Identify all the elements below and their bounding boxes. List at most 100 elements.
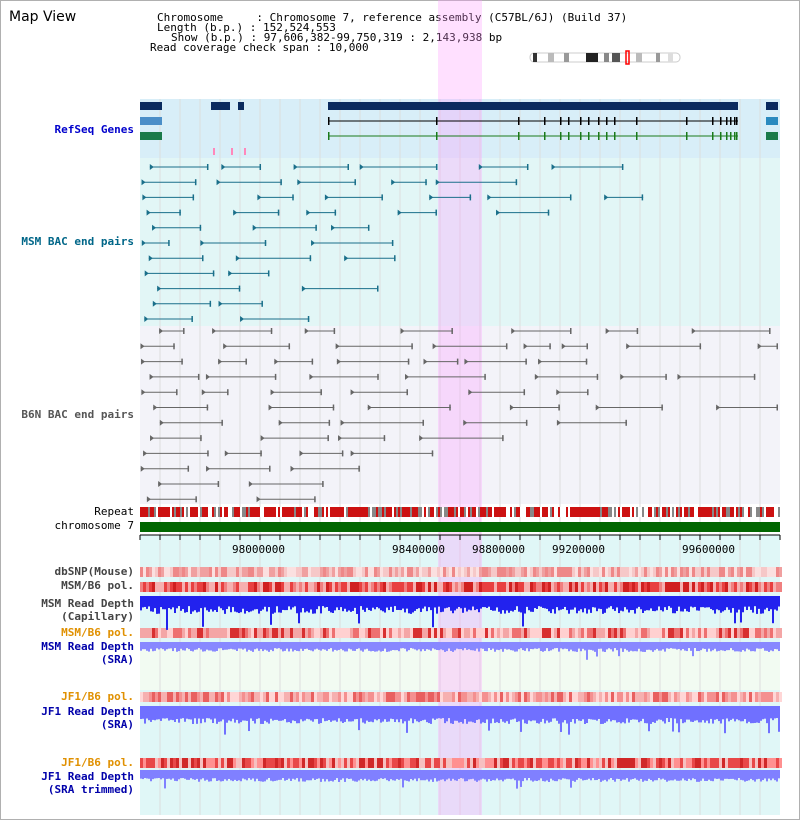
msm-depth-capillary-bar bbox=[712, 596, 714, 611]
msm-b6-pol-cell bbox=[695, 582, 698, 592]
label-msm-bac[interactable]: MSM BAC end pairs bbox=[21, 235, 134, 248]
jf1-depth-sra-bar bbox=[202, 706, 204, 719]
jf1-depth-trimmed-bar bbox=[216, 770, 218, 781]
msm-depth-capillary-bar bbox=[454, 596, 456, 611]
msm-depth-capillary-bar bbox=[248, 596, 250, 613]
msm-depth-capillary-bar bbox=[318, 596, 320, 607]
repeat-segment bbox=[752, 507, 754, 517]
bac-end-marker bbox=[350, 450, 355, 457]
jf1-b6-pol-cell bbox=[143, 692, 146, 702]
msm-depth-sra-bar bbox=[378, 642, 380, 651]
msm-b6-pol-2-cell bbox=[239, 628, 242, 638]
msm-depth-sra-bar bbox=[768, 642, 770, 652]
msm-depth-sra-bar bbox=[376, 642, 378, 652]
jf1-depth-sra-bar bbox=[656, 706, 658, 721]
bac-end-marker bbox=[347, 164, 349, 170]
label-msm-depth-sra-1: MSM Read Depth bbox=[41, 640, 134, 653]
msm-depth-capillary-bar bbox=[302, 596, 304, 609]
msm-depth-sra-bar bbox=[168, 642, 170, 649]
dbsnp-cell bbox=[227, 567, 230, 577]
jf1-depth-sra-bar bbox=[740, 706, 742, 722]
bac-end-marker bbox=[405, 373, 410, 380]
msm-depth-sra-bar bbox=[372, 642, 374, 651]
jf1-depth-sra-bar bbox=[608, 706, 610, 720]
gene-exon bbox=[614, 117, 616, 125]
bac-end-marker bbox=[187, 465, 190, 472]
jf1-depth-trimmed-bar bbox=[356, 770, 358, 782]
msm-depth-sra-bar bbox=[576, 642, 578, 652]
jf1-b6-pol-cell bbox=[446, 692, 449, 702]
jf1-depth-sra-bar bbox=[416, 706, 418, 722]
chromosome-ideogram[interactable] bbox=[529, 50, 681, 65]
msm-depth-capillary-bar bbox=[562, 596, 564, 610]
msm-b6-pol-cell bbox=[467, 582, 470, 592]
msm-b6-pol-2-cell bbox=[407, 628, 410, 638]
jf1-depth-trimmed-bar bbox=[654, 770, 656, 781]
bac-end-marker bbox=[223, 343, 228, 350]
msm-depth-sra-bar bbox=[580, 642, 582, 652]
repeat-segment bbox=[396, 507, 398, 517]
dbsnp-cell bbox=[536, 567, 539, 577]
jf1-depth-trimmed-bar bbox=[690, 770, 692, 781]
msm-depth-sra-bar bbox=[638, 642, 640, 649]
jf1-b6-pol-2-cell bbox=[698, 758, 701, 768]
repeat-segment bbox=[630, 507, 632, 517]
msm-depth-sra-bar bbox=[560, 642, 562, 649]
msm-bac-track[interactable] bbox=[141, 164, 644, 322]
jf1-b6-pol-2-cell bbox=[197, 758, 200, 768]
jf1-b6-pol-2-cell bbox=[146, 758, 149, 768]
jf1-depth-sra-bar bbox=[274, 706, 276, 720]
repeat-segment bbox=[672, 507, 674, 517]
repeat-segment bbox=[162, 507, 164, 517]
msm-b6-pol-2-cell bbox=[677, 628, 680, 638]
jf1-b6-pol-2-cell bbox=[713, 758, 716, 768]
dbsnp-cell bbox=[533, 567, 536, 577]
jf1-depth-sra-bar bbox=[776, 706, 778, 719]
msm-depth-capillary-bar bbox=[438, 596, 440, 607]
jf1-b6-pol-2-cell bbox=[719, 758, 722, 768]
dbsnp-cell bbox=[311, 567, 314, 577]
repeat-segment bbox=[580, 507, 582, 517]
jf1-b6-pol-cell bbox=[656, 692, 659, 702]
b6n-bac-track[interactable] bbox=[140, 328, 778, 503]
jf1-depth-sra-bar bbox=[452, 706, 454, 724]
jf1-depth-sra-bar bbox=[172, 706, 174, 721]
jf1-depth-sra-bar bbox=[522, 706, 524, 720]
msm-depth-capillary-bar bbox=[594, 596, 596, 608]
msm-depth-capillary-bar bbox=[324, 596, 326, 608]
refseq-gene-track[interactable] bbox=[140, 102, 778, 155]
msm-depth-sra-bar bbox=[722, 642, 724, 651]
msm-b6-pol-cell bbox=[545, 582, 548, 592]
jf1-depth-sra-bar bbox=[572, 706, 574, 720]
jf1-depth-sra-bar bbox=[446, 706, 448, 722]
jf1-depth-sra-bar bbox=[612, 706, 614, 721]
jf1-depth-trimmed-bar bbox=[754, 770, 756, 782]
label-refseq-genes[interactable]: RefSeq Genes bbox=[54, 123, 134, 136]
repeat-segment bbox=[652, 507, 654, 517]
dbsnp-cell bbox=[173, 567, 176, 577]
repeat-segment bbox=[340, 507, 342, 517]
msm-b6-pol-cell bbox=[488, 582, 491, 592]
bac-end-marker bbox=[469, 194, 472, 201]
msm-depth-sra-bar bbox=[398, 642, 400, 652]
jf1-b6-pol-2-cell bbox=[413, 758, 416, 768]
msm-b6-pol-cell bbox=[752, 582, 755, 592]
msm-b6-pol-2-cell bbox=[473, 628, 476, 638]
msm-depth-capillary-bar bbox=[160, 596, 162, 608]
jf1-depth-trimmed-bar bbox=[218, 770, 220, 781]
msm-depth-sra-bar bbox=[354, 642, 356, 651]
msm-depth-sra-bar bbox=[488, 642, 490, 649]
repeat-segment bbox=[148, 507, 150, 517]
label-b6n-bac[interactable]: B6N BAC end pairs bbox=[21, 408, 134, 421]
dbsnp-cell bbox=[527, 567, 530, 577]
jf1-depth-trimmed-bar bbox=[222, 770, 224, 782]
repeat-segment bbox=[572, 507, 574, 517]
repeat-segment bbox=[568, 507, 570, 517]
msm-depth-sra-bar bbox=[274, 642, 276, 649]
msm-b6-pol-cell bbox=[560, 582, 563, 592]
msm-depth-sra-bar bbox=[264, 642, 266, 650]
msm-depth-capillary-bar bbox=[264, 596, 266, 607]
msm-b6-pol-2-cell bbox=[200, 628, 203, 638]
jf1-depth-trimmed-bar bbox=[540, 770, 542, 779]
msm-depth-sra-bar bbox=[156, 642, 158, 649]
